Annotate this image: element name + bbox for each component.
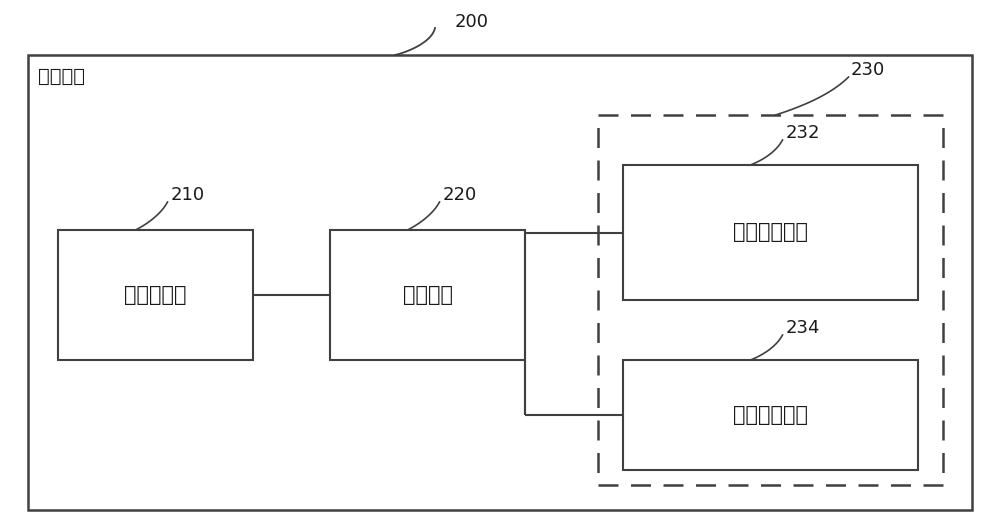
Bar [598, 115, 943, 485]
Bar [28, 55, 972, 510]
Text: 230: 230 [850, 61, 885, 79]
Text: 200: 200 [455, 13, 489, 31]
Text: 210: 210 [170, 186, 205, 204]
Text: 第二天线单元: 第二天线单元 [733, 405, 808, 425]
Text: 开关模组: 开关模组 [402, 285, 452, 305]
Text: 220: 220 [442, 186, 477, 204]
Text: 第一天线单元: 第一天线单元 [733, 223, 808, 243]
Bar [330, 230, 525, 360]
Text: 射频模块: 射频模块 [38, 67, 85, 86]
Bar [58, 230, 253, 360]
Bar [623, 165, 918, 300]
Text: 234: 234 [786, 319, 820, 337]
Text: 功率放大器: 功率放大器 [124, 285, 187, 305]
Bar [623, 360, 918, 470]
Text: 232: 232 [786, 124, 820, 142]
